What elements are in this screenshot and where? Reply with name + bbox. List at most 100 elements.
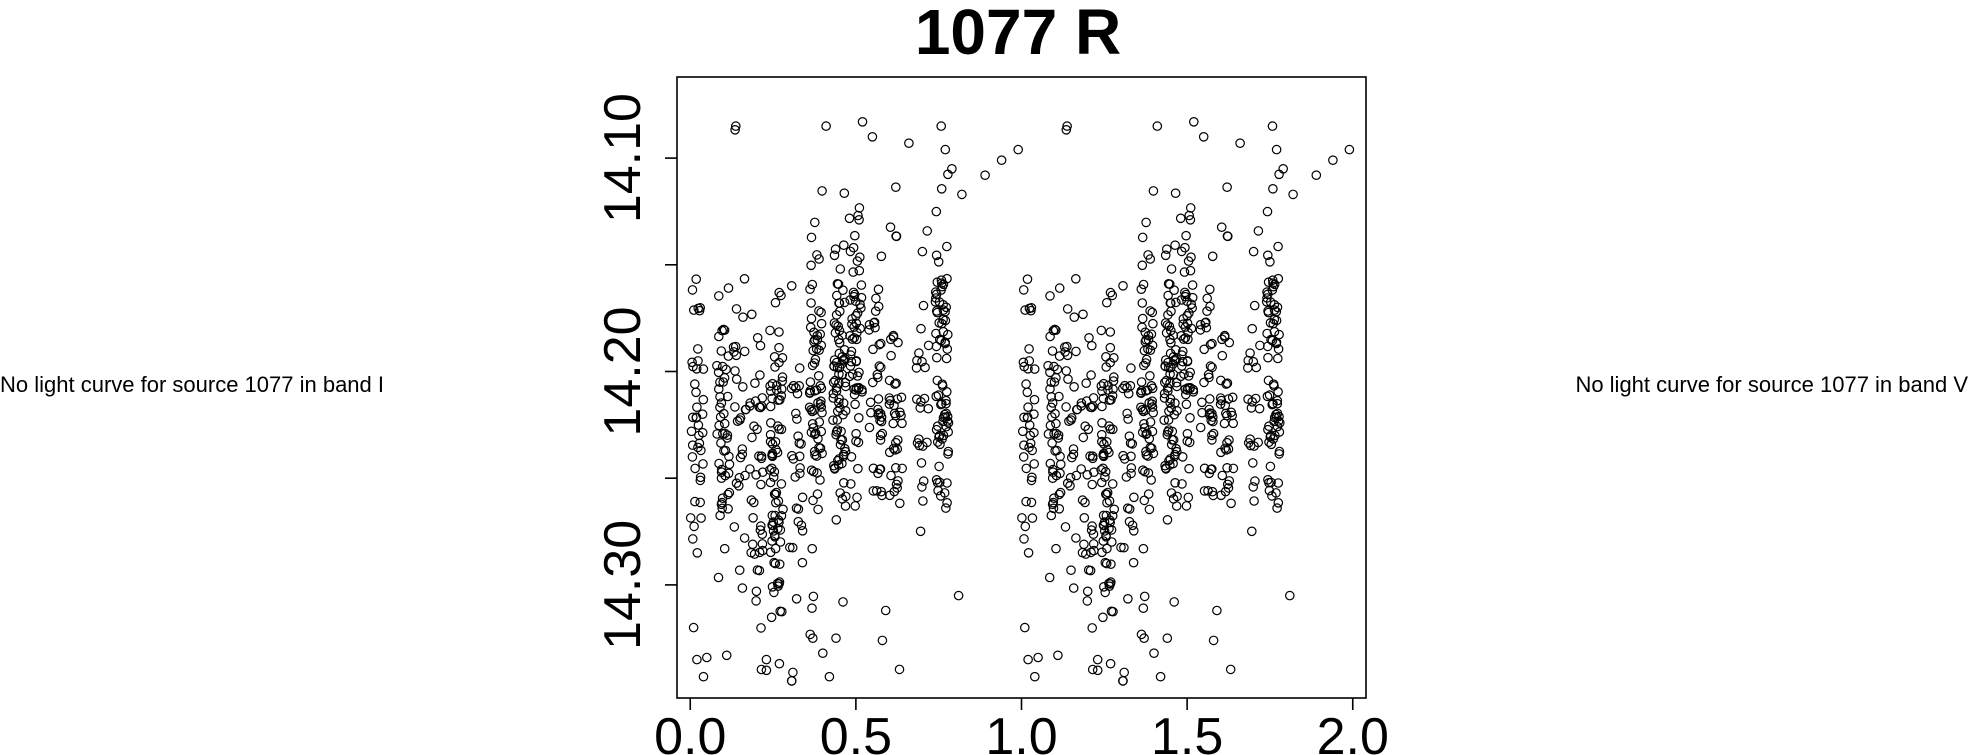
data-point bbox=[915, 403, 925, 413]
data-point bbox=[1183, 383, 1193, 393]
data-point bbox=[807, 360, 818, 371]
data-point bbox=[791, 503, 802, 513]
data-point bbox=[1152, 121, 1163, 131]
data-point bbox=[1136, 284, 1147, 294]
data-point bbox=[1170, 477, 1180, 488]
data-point bbox=[940, 306, 950, 317]
data-point bbox=[751, 586, 762, 597]
data-point bbox=[1249, 496, 1259, 506]
data-point bbox=[731, 374, 742, 384]
data-point bbox=[1141, 429, 1151, 440]
data-point bbox=[1054, 391, 1064, 402]
data-point bbox=[755, 340, 766, 351]
data-point bbox=[701, 652, 712, 663]
data-point bbox=[1105, 357, 1115, 368]
data-point bbox=[1118, 280, 1128, 291]
data-point bbox=[868, 463, 879, 474]
data-point bbox=[1049, 361, 1059, 372]
data-point bbox=[1182, 428, 1193, 439]
data-point bbox=[1205, 361, 1216, 371]
data-point bbox=[833, 321, 843, 332]
data-point bbox=[1166, 488, 1177, 498]
data-point bbox=[692, 547, 703, 558]
data-point bbox=[1243, 438, 1254, 448]
data-point bbox=[1087, 521, 1097, 531]
data-point bbox=[1197, 397, 1207, 408]
data-point bbox=[918, 300, 929, 311]
data-point bbox=[890, 437, 901, 448]
data-point bbox=[837, 369, 848, 380]
data-point bbox=[1082, 596, 1093, 606]
data-point bbox=[1266, 334, 1276, 345]
data-point bbox=[756, 623, 766, 633]
data-point bbox=[722, 391, 733, 402]
data-point bbox=[1162, 244, 1172, 254]
data-point bbox=[884, 399, 895, 409]
data-point bbox=[1187, 303, 1197, 313]
data-point bbox=[1076, 398, 1087, 408]
data-point bbox=[1273, 497, 1284, 508]
data-point bbox=[1060, 522, 1071, 532]
data-point bbox=[850, 399, 860, 410]
data-point bbox=[697, 427, 708, 438]
data-point bbox=[1184, 210, 1194, 221]
data-point bbox=[765, 401, 776, 412]
data-point bbox=[1047, 412, 1057, 422]
data-point bbox=[1107, 290, 1118, 301]
data-point bbox=[1119, 542, 1129, 553]
data-point bbox=[1263, 474, 1273, 485]
data-point bbox=[812, 468, 822, 478]
data-point bbox=[1162, 633, 1173, 643]
data-point bbox=[864, 319, 875, 330]
data-point bbox=[1119, 454, 1130, 464]
data-point bbox=[774, 577, 785, 587]
data-point bbox=[934, 334, 945, 345]
data-point bbox=[738, 312, 748, 322]
data-point bbox=[1221, 379, 1231, 389]
data-point bbox=[874, 339, 885, 350]
data-point bbox=[1096, 325, 1107, 336]
data-point bbox=[1062, 478, 1073, 488]
data-point bbox=[1096, 477, 1107, 488]
data-point bbox=[857, 117, 868, 127]
data-point bbox=[1220, 486, 1231, 497]
data-point bbox=[1172, 446, 1182, 457]
data-point bbox=[839, 188, 850, 198]
data-point bbox=[806, 313, 817, 324]
data-point bbox=[1143, 451, 1153, 461]
data-point bbox=[1122, 408, 1132, 419]
data-point bbox=[1263, 250, 1273, 261]
data-point bbox=[1265, 432, 1276, 442]
data-point bbox=[1025, 438, 1036, 449]
data-point bbox=[1185, 215, 1196, 225]
data-point bbox=[917, 482, 927, 492]
data-point bbox=[697, 409, 708, 419]
data-point bbox=[810, 354, 821, 365]
data-point bbox=[1137, 404, 1148, 415]
data-point bbox=[1165, 348, 1176, 359]
data-point bbox=[1124, 516, 1135, 527]
data-point bbox=[724, 459, 735, 470]
data-point bbox=[1126, 363, 1136, 373]
data-point bbox=[737, 444, 748, 454]
data-point bbox=[936, 121, 946, 131]
data-point bbox=[1087, 479, 1097, 490]
data-point bbox=[1098, 536, 1109, 546]
data-point bbox=[1183, 334, 1193, 345]
data-point bbox=[1137, 260, 1148, 271]
data-point bbox=[1143, 344, 1153, 354]
data-point bbox=[1183, 371, 1194, 381]
data-point bbox=[816, 383, 827, 394]
data-point bbox=[1097, 436, 1107, 447]
data-point bbox=[713, 331, 724, 342]
data-point bbox=[1079, 512, 1090, 523]
data-point bbox=[896, 392, 907, 403]
data-point bbox=[931, 391, 941, 402]
data-point bbox=[1205, 284, 1215, 295]
data-point bbox=[854, 265, 865, 276]
data-point bbox=[807, 418, 818, 429]
data-point bbox=[853, 210, 863, 221]
data-point bbox=[1051, 543, 1061, 554]
data-point bbox=[790, 382, 801, 393]
data-point bbox=[1165, 279, 1175, 289]
